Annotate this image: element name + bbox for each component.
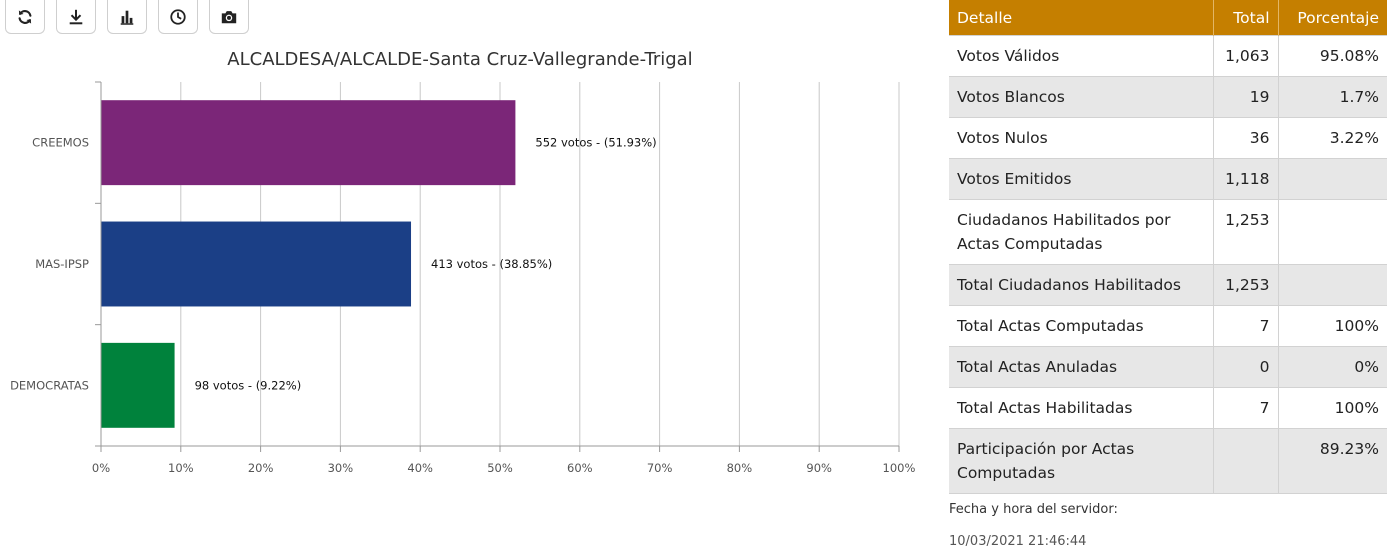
x-tick-label: 80% bbox=[727, 461, 753, 475]
x-tick-label: 0% bbox=[92, 461, 110, 475]
header-detalle: Detalle bbox=[949, 0, 1214, 36]
table-row: Participación por Actas Computadas 89.23… bbox=[949, 428, 1387, 494]
x-tick-label: 40% bbox=[407, 461, 433, 475]
category-label: MAS-IPSP bbox=[35, 257, 89, 271]
chart-toolbar bbox=[5, 0, 249, 34]
x-tick-label: 70% bbox=[647, 461, 673, 475]
row-label: Total Ciudadanos Habilitados bbox=[949, 264, 1214, 306]
row-percent: 0% bbox=[1278, 346, 1387, 388]
row-total: 36 bbox=[1213, 117, 1279, 159]
x-tick-label: 60% bbox=[567, 461, 593, 475]
header-porcentaje: Porcentaje bbox=[1278, 0, 1387, 36]
data-label: 413 votos - (38.85%) bbox=[431, 257, 552, 271]
bar-creemos bbox=[101, 100, 516, 186]
row-percent bbox=[1278, 158, 1387, 200]
camera-button[interactable] bbox=[209, 0, 249, 34]
table-row: Votos Nulos 36 3.22% bbox=[949, 117, 1387, 159]
header-total: Total bbox=[1213, 0, 1279, 36]
row-total: 1,118 bbox=[1213, 158, 1279, 200]
row-label: Total Actas Computadas bbox=[949, 305, 1214, 347]
row-percent: 95.08% bbox=[1278, 35, 1387, 77]
x-tick-label: 10% bbox=[168, 461, 194, 475]
table-header-row: Detalle Total Porcentaje bbox=[949, 0, 1387, 36]
row-total: 7 bbox=[1213, 305, 1279, 347]
row-percent: 89.23% bbox=[1278, 428, 1387, 494]
row-percent: 100% bbox=[1278, 387, 1387, 429]
row-label: Votos Válidos bbox=[949, 35, 1214, 77]
table-row: Votos Blancos 19 1.7% bbox=[949, 76, 1387, 118]
table-row: Total Actas Anuladas 0 0% bbox=[949, 346, 1387, 388]
bar-chart-button[interactable] bbox=[107, 0, 147, 34]
row-label: Total Actas Habilitadas bbox=[949, 387, 1214, 429]
results-table: Detalle Total Porcentaje Votos Válidos 1… bbox=[949, 0, 1387, 494]
table-row: Total Actas Computadas 7 100% bbox=[949, 305, 1387, 347]
refresh-button[interactable] bbox=[5, 0, 45, 34]
row-percent: 3.22% bbox=[1278, 117, 1387, 159]
category-label: DEMOCRATAS bbox=[10, 378, 89, 392]
bar-chart-icon bbox=[120, 10, 134, 25]
row-total: 1,253 bbox=[1213, 264, 1279, 306]
x-tick-label: 50% bbox=[487, 461, 513, 475]
row-label: Votos Nulos bbox=[949, 117, 1214, 159]
row-percent: 1.7% bbox=[1278, 76, 1387, 118]
server-datetime-label: Fecha y hora del servidor: bbox=[949, 502, 1118, 517]
row-total: 1,253 bbox=[1213, 199, 1279, 265]
clock-icon bbox=[170, 8, 186, 25]
server-datetime: 10/03/2021 21:46:44 bbox=[949, 534, 1087, 549]
x-tick-label: 20% bbox=[248, 461, 274, 475]
row-total: 19 bbox=[1213, 76, 1279, 118]
camera-icon bbox=[221, 10, 237, 23]
row-total: 1,063 bbox=[1213, 35, 1279, 77]
table-row: Votos Emitidos 1,118 bbox=[949, 158, 1387, 200]
table-row: Total Ciudadanos Habilitados 1,253 bbox=[949, 264, 1387, 306]
download-icon bbox=[69, 9, 83, 24]
data-label: 98 votos - (9.22%) bbox=[195, 378, 302, 392]
row-percent bbox=[1278, 199, 1387, 265]
table-row: Ciudadanos Habilitados por Actas Computa… bbox=[949, 199, 1387, 265]
chart-title: ALCALDESA/ALCALDE-Santa Cruz-Vallegrande… bbox=[227, 49, 692, 70]
row-label: Votos Blancos bbox=[949, 76, 1214, 118]
refresh-icon bbox=[18, 9, 32, 24]
table-row: Total Actas Habilitadas 7 100% bbox=[949, 387, 1387, 429]
category-label: CREEMOS bbox=[32, 136, 89, 150]
x-tick-label: 90% bbox=[806, 461, 832, 475]
row-label: Participación por Actas Computadas bbox=[949, 428, 1214, 494]
bar-mas-ipsp bbox=[101, 221, 412, 307]
data-label: 552 votos - (51.93%) bbox=[535, 136, 656, 150]
clock-button[interactable] bbox=[158, 0, 198, 34]
table-row: Votos Válidos 1,063 95.08% bbox=[949, 35, 1387, 77]
row-total: 7 bbox=[1213, 387, 1279, 429]
row-total: 0 bbox=[1213, 346, 1279, 388]
x-tick-label: 100% bbox=[883, 461, 916, 475]
bar-democratas bbox=[101, 342, 175, 428]
x-tick-label: 30% bbox=[328, 461, 354, 475]
row-label: Ciudadanos Habilitados por Actas Computa… bbox=[949, 199, 1214, 265]
row-percent bbox=[1278, 264, 1387, 306]
row-total bbox=[1213, 428, 1279, 494]
bar-chart: ALCALDESA/ALCALDE-Santa Cruz-Vallegrande… bbox=[10, 49, 916, 475]
download-button[interactable] bbox=[56, 0, 96, 34]
row-label: Total Actas Anuladas bbox=[949, 346, 1214, 388]
row-label: Votos Emitidos bbox=[949, 158, 1214, 200]
row-percent: 100% bbox=[1278, 305, 1387, 347]
